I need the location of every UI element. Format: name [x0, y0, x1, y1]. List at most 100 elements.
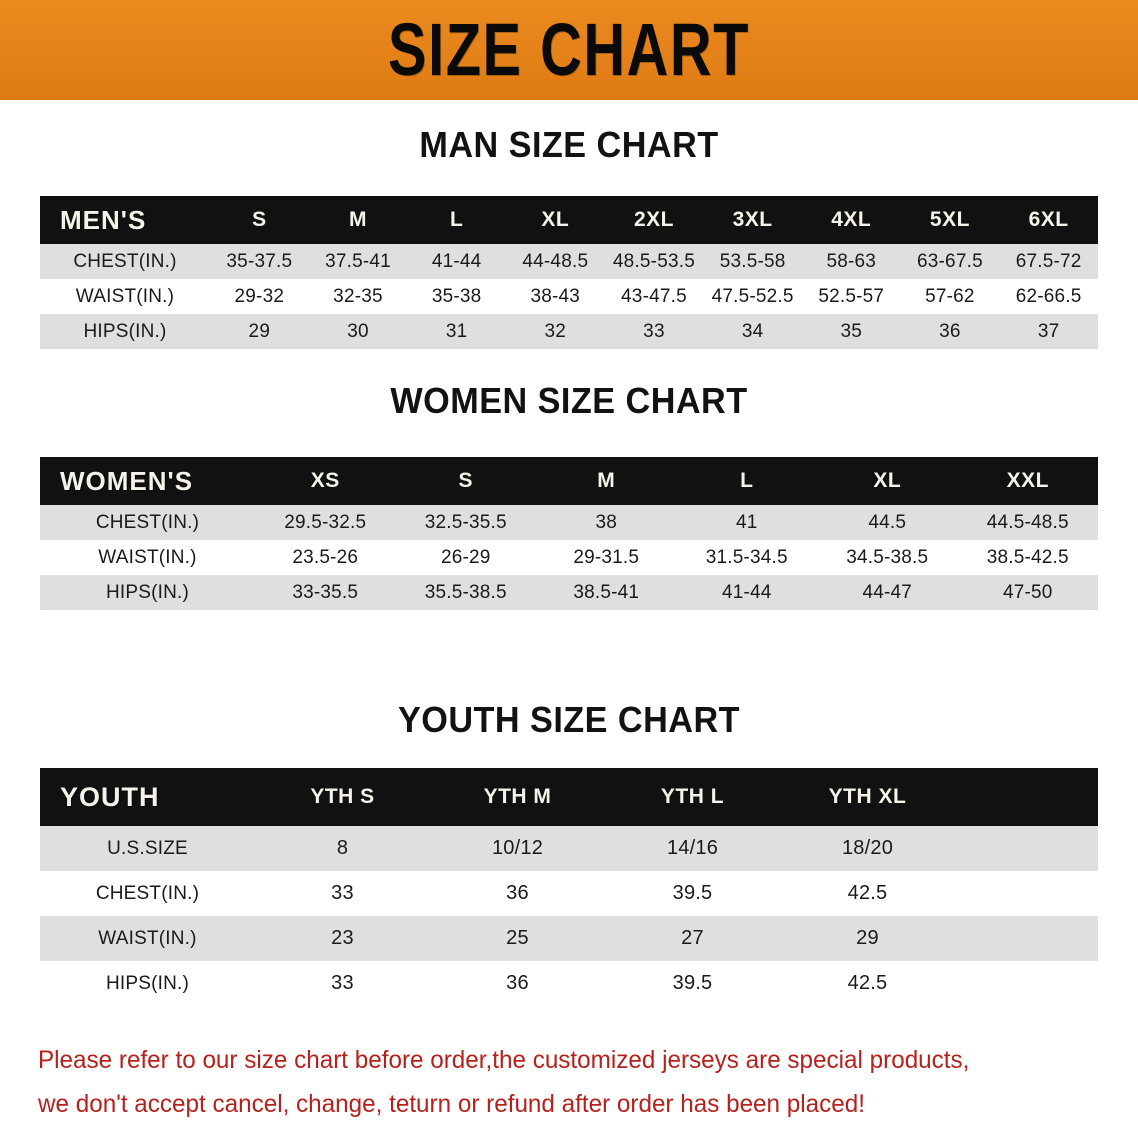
column-header-xs: XS — [255, 457, 396, 505]
table-cell: 47-50 — [957, 575, 1098, 610]
table-cell: 39.5 — [605, 871, 780, 916]
column-header-l: L — [676, 457, 817, 505]
table-cell: 33 — [255, 961, 430, 1006]
table-cell: 35-38 — [407, 279, 506, 314]
table-cell-filler — [955, 916, 1098, 961]
table-row: CHEST(IN.) 35-37.5 37.5-41 41-44 44-48.5 48.5… — [40, 244, 1098, 279]
table-cell: 38 — [536, 505, 677, 540]
table-cell: 31 — [407, 314, 506, 349]
table-cell: 36 — [430, 871, 605, 916]
column-header-xl: XL — [817, 457, 958, 505]
table-cell: 37.5-41 — [308, 244, 408, 279]
table-body: CHEST(IN.) 29.5-32.5 32.5-35.5 38 41 44.5 44.5… — [40, 505, 1098, 610]
table-corner-header: MEN'S — [40, 196, 210, 244]
table-cell: 31.5-34.5 — [676, 540, 817, 575]
column-header-4xl: 4XL — [801, 196, 901, 244]
table-cell: 29.5-32.5 — [255, 505, 396, 540]
column-header-yth-m: YTH M — [430, 768, 605, 826]
table-cell: 37 — [999, 314, 1098, 349]
table-cell: 34 — [703, 314, 802, 349]
table-cell: 53.5-58 — [703, 244, 802, 279]
table-row: HIPS(IN.) 33-35.5 35.5-38.5 38.5-41 41-44 44-… — [40, 575, 1098, 610]
table-cell: 41-44 — [676, 575, 817, 610]
table-row: U.S.SIZE 8 10/12 14/16 18/20 — [40, 826, 1098, 871]
table-cell-filler — [955, 961, 1098, 1006]
column-header-m: M — [536, 457, 677, 505]
disclaimer-line-1: Please refer to our size chart before or… — [38, 1046, 970, 1074]
row-label: CHEST(IN.) — [40, 244, 210, 279]
table-cell: 14/16 — [605, 826, 780, 871]
banner-title: SIZE CHART — [388, 8, 750, 91]
table-cell: 33 — [604, 314, 704, 349]
column-header-yth-xl: YTH XL — [780, 768, 955, 826]
column-header-s: S — [395, 457, 536, 505]
table-cell: 35 — [801, 314, 901, 349]
table-cell: 32-35 — [308, 279, 408, 314]
table-row: HIPS(IN.) 29 30 31 32 33 34 35 36 37 — [40, 314, 1098, 349]
column-header-filler — [955, 768, 1098, 826]
table-cell: 23 — [255, 916, 430, 961]
table-men: MEN'S S M L XL 2XL 3XL 4XL 5XL 6XL CHEST(IN.) 35-3… — [40, 196, 1098, 349]
table-cell: 44-48.5 — [505, 244, 605, 279]
table-cell: 44-47 — [817, 575, 958, 610]
table-row: CHEST(IN.) 33 36 39.5 42.5 — [40, 871, 1098, 916]
table-cell: 10/12 — [430, 826, 605, 871]
column-header-xl: XL — [505, 196, 605, 244]
column-header-m: M — [308, 196, 408, 244]
table-cell: 33 — [255, 871, 430, 916]
table-cell: 38.5-42.5 — [957, 540, 1098, 575]
table-header-row: WOMEN'S XS S M L XL XXL — [40, 457, 1098, 505]
column-header-xxl: XXL — [957, 457, 1098, 505]
table-cell: 29-32 — [210, 279, 309, 314]
table-cell: 33-35.5 — [255, 575, 396, 610]
section-title-youth: YOUTH SIZE CHART — [397, 699, 740, 740]
row-label: HIPS(IN.) — [40, 575, 255, 610]
table-row: HIPS(IN.) 33 36 39.5 42.5 — [40, 961, 1098, 1006]
table-cell: 18/20 — [780, 826, 955, 871]
row-label: WAIST(IN.) — [40, 540, 255, 575]
table-cell: 35.5-38.5 — [395, 575, 536, 610]
table-cell: 52.5-57 — [801, 279, 901, 314]
table-cell-filler — [955, 826, 1098, 871]
column-header-l: L — [407, 196, 506, 244]
table-cell: 44.5 — [817, 505, 958, 540]
table-cell: 43-47.5 — [604, 279, 704, 314]
table-cell: 44.5-48.5 — [957, 505, 1098, 540]
table-cell: 39.5 — [605, 961, 780, 1006]
table-cell: 42.5 — [780, 871, 955, 916]
table-cell: 62-66.5 — [999, 279, 1098, 314]
table-cell: 57-62 — [900, 279, 1000, 314]
table-header-row: MEN'S S M L XL 2XL 3XL 4XL 5XL 6XL — [40, 196, 1098, 244]
table-corner-header: YOUTH — [40, 768, 255, 826]
table-corner-header: WOMEN'S — [40, 457, 255, 505]
column-header-6xl: 6XL — [999, 196, 1098, 244]
table-cell: 38.5-41 — [536, 575, 677, 610]
row-label: CHEST(IN.) — [40, 505, 255, 540]
row-label: HIPS(IN.) — [40, 961, 255, 1006]
page-banner: SIZE CHART — [0, 0, 1138, 100]
column-header-2xl: 2XL — [604, 196, 704, 244]
table-row: WAIST(IN.) 23 25 27 29 — [40, 916, 1098, 961]
row-label: CHEST(IN.) — [40, 871, 255, 916]
table-row: WAIST(IN.) 23.5-26 26-29 29-31.5 31.5-34.5 34… — [40, 540, 1098, 575]
table-cell: 8 — [255, 826, 430, 871]
table-cell: 36 — [900, 314, 1000, 349]
disclaimer-line-2: we don't accept cancel, change, teturn o… — [38, 1090, 865, 1118]
table-cell: 42.5 — [780, 961, 955, 1006]
section-title-man: MAN SIZE CHART — [419, 124, 719, 165]
table-cell: 48.5-53.5 — [604, 244, 704, 279]
table-cell: 29-31.5 — [536, 540, 677, 575]
row-label: WAIST(IN.) — [40, 279, 210, 314]
column-header-5xl: 5XL — [900, 196, 1000, 244]
table-row: WAIST(IN.) 29-32 32-35 35-38 38-43 43-47.5 47.… — [40, 279, 1098, 314]
table-body: CHEST(IN.) 35-37.5 37.5-41 41-44 44-48.5 48.5… — [40, 244, 1098, 349]
table-cell: 34.5-38.5 — [817, 540, 958, 575]
table-cell: 47.5-52.5 — [703, 279, 802, 314]
column-header-yth-l: YTH L — [605, 768, 780, 826]
table-cell: 41-44 — [407, 244, 506, 279]
column-header-s: S — [210, 196, 309, 244]
table-cell: 25 — [430, 916, 605, 961]
table-cell: 23.5-26 — [255, 540, 396, 575]
column-header-yth-s: YTH S — [255, 768, 430, 826]
